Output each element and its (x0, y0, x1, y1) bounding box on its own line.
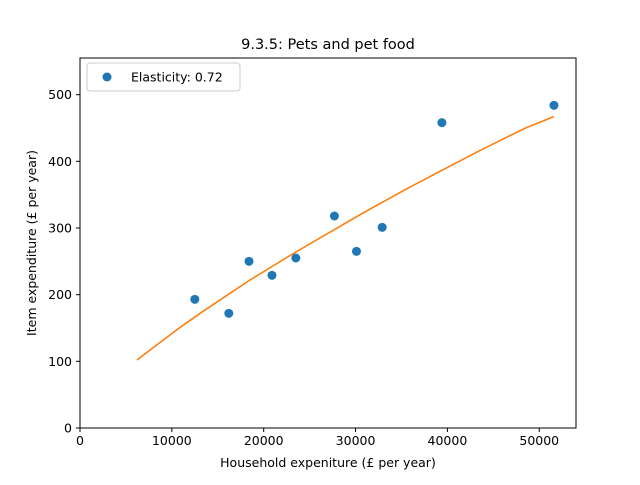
y-tick-label: 0 (64, 421, 72, 436)
plot-marks (136, 100, 559, 361)
legend: Elasticity: 0.72 (86, 62, 241, 92)
legend-marker-scatter (102, 72, 112, 82)
y-tick-label: 300 (48, 221, 72, 236)
scatter-point (224, 308, 234, 318)
chart-title: 9.3.5: Pets and pet food (241, 37, 415, 53)
scatter-point (267, 270, 277, 280)
y-tick-label: 200 (48, 287, 72, 302)
y-tick-label: 100 (48, 354, 72, 369)
x-tick-label: 10000 (152, 433, 192, 448)
fitted-curve-line (136, 115, 555, 361)
x-tick-label: 50000 (519, 433, 559, 448)
scatter-point (244, 256, 254, 266)
x-tick-label: 40000 (428, 433, 468, 448)
scatter-point (351, 246, 361, 256)
y-tick-label: 500 (48, 87, 72, 102)
scatter-point (291, 253, 301, 263)
x-tick-label: 20000 (244, 433, 284, 448)
y-tick-label: 400 (48, 154, 72, 169)
scatter-point (329, 211, 339, 221)
plot-frame (79, 57, 577, 429)
y-axis-label: Item expenditure (£ per year) (24, 150, 39, 336)
x-tick-label: 30000 (336, 433, 376, 448)
scatter-point (377, 222, 387, 232)
legend-entry-label: Elasticity: 0.72 (131, 70, 223, 85)
scatter-point (437, 118, 447, 128)
x-tick-label: 0 (76, 433, 84, 448)
scatter-point (190, 294, 200, 304)
x-axis-label: Household expeniture (£ per year) (220, 455, 436, 470)
scatter-point (549, 100, 559, 110)
axes: 0 10000 20000 30000 40000 50000 0 100 200 300 400 5… (48, 87, 559, 448)
legend-box (86, 62, 241, 92)
